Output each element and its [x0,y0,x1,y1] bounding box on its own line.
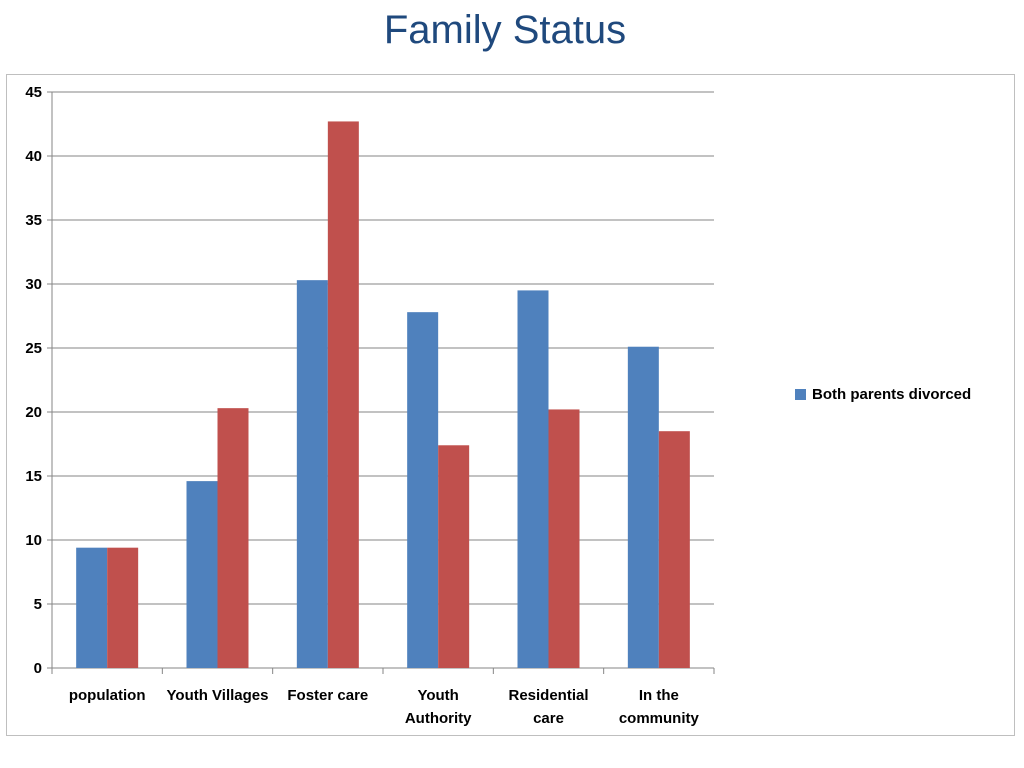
y-tick-label: 0 [34,660,42,677]
x-tick-label: Foster care [287,687,368,704]
legend: Both parents divorced [795,386,971,403]
bar [107,547,139,668]
y-tick-label: 25 [25,340,42,357]
bar [327,121,359,668]
x-tick-label: population [69,687,146,704]
x-tick-label: Youth Authority [405,687,472,727]
bar [407,312,439,668]
bar [186,481,218,668]
bar [438,445,470,668]
bar [296,280,328,668]
x-tick-label: Residential care [508,687,588,727]
slide-title: Family Status [383,8,627,52]
y-tick-label: 10 [25,532,42,549]
legend-swatch [795,389,806,400]
y-tick-label: 45 [25,84,42,101]
bar [627,346,659,668]
y-tick-label: 15 [25,468,42,485]
bar [548,409,580,668]
x-tick-label: In the community [619,687,700,727]
y-tick-label: 20 [25,404,42,421]
legend-label: Both parents divorced [812,386,972,403]
y-tick-label: 40 [25,148,42,165]
bar [217,408,249,668]
y-tick-label: 5 [34,596,42,613]
x-tick-label: Youth Villages [167,687,269,704]
bar [76,547,108,668]
chart-frame [6,74,1015,736]
bar [517,290,549,668]
y-tick-label: 35 [25,212,42,229]
bar [658,431,690,668]
y-tick-label: 30 [25,276,42,293]
